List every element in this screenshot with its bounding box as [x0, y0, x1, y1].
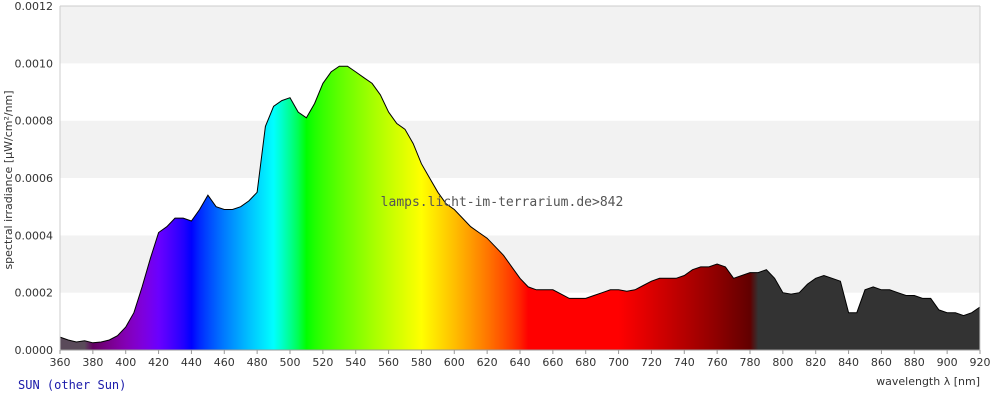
- x-tick-label: 780: [740, 356, 761, 369]
- grid-band: [60, 120, 980, 178]
- y-tick-label: 0.0000: [15, 344, 54, 357]
- grid-band: [60, 63, 980, 121]
- x-tick-label: 900: [937, 356, 958, 369]
- y-tick-label: 0.0008: [15, 115, 54, 128]
- x-tick-label: 920: [970, 356, 991, 369]
- x-axis-label: wavelength λ [nm]: [876, 375, 980, 388]
- x-tick-label: 560: [378, 356, 399, 369]
- x-tick-label: 380: [82, 356, 103, 369]
- x-tick-label: 680: [575, 356, 596, 369]
- x-tick-label: 800: [772, 356, 793, 369]
- annotation-watermark: lamps.licht-im-terrarium.de>842: [381, 195, 624, 210]
- y-tick-label: 0.0010: [15, 57, 54, 70]
- x-tick-label: 360: [50, 356, 71, 369]
- x-tick-label: 880: [904, 356, 925, 369]
- x-tick-label: 820: [805, 356, 826, 369]
- x-tick-label: 740: [674, 356, 695, 369]
- x-tick-label: 840: [838, 356, 859, 369]
- x-tick-labels: 360 380 400 420 440 460 480 500 520 540 560 580 600 6…: [50, 350, 991, 369]
- spectrum-area: [60, 66, 980, 350]
- y-tick-label: 0.0006: [15, 172, 54, 185]
- x-tick-label: 520: [312, 356, 333, 369]
- x-tick-label: 440: [181, 356, 202, 369]
- y-tick-label: 0.0002: [15, 287, 54, 300]
- source-label: SUN (other Sun): [18, 378, 126, 392]
- y-axis-label: spectral irradiance [µW/cm²/nm]: [2, 90, 15, 269]
- x-tick-label: 660: [542, 356, 563, 369]
- x-tick-label: 480: [247, 356, 268, 369]
- y-tick-label: 0.0012: [15, 0, 54, 13]
- y-tick-labels: 0.0000 0.0002 0.0004 0.0006 0.0008 0.0010 0.00…: [15, 0, 54, 357]
- x-tick-label: 760: [707, 356, 728, 369]
- x-tick-label: 400: [115, 356, 136, 369]
- spectrum-outline: [59, 65, 981, 344]
- x-tick-label: 700: [608, 356, 629, 369]
- x-tick-label: 860: [871, 356, 892, 369]
- spectrum-fill: [60, 66, 980, 350]
- x-tick-label: 600: [444, 356, 465, 369]
- x-tick-label: 500: [280, 356, 301, 369]
- x-tick-label: 620: [477, 356, 498, 369]
- grid-band: [60, 6, 980, 64]
- x-tick-label: 540: [345, 356, 366, 369]
- x-tick-label: 720: [641, 356, 662, 369]
- x-tick-label: 420: [148, 356, 169, 369]
- x-tick-label: 580: [411, 356, 432, 369]
- y-tick-label: 0.0004: [15, 229, 54, 242]
- x-tick-label: 460: [214, 356, 235, 369]
- grid-bands: [60, 6, 980, 350]
- x-tick-label: 640: [510, 356, 531, 369]
